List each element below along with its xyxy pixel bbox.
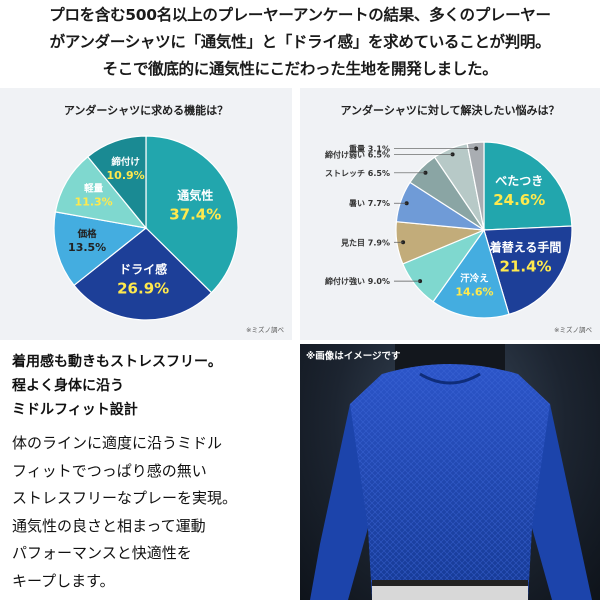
pie-slice bbox=[54, 155, 148, 229]
slice-value: 24.6% bbox=[493, 191, 545, 209]
pie-slice bbox=[86, 135, 147, 230]
right-arm bbox=[532, 404, 592, 600]
slice-value: 10.9% bbox=[107, 169, 145, 182]
survey-panel-concerns: アンダーシャツに対して解決したい悩みは？ べたつき 24.6% 着替える手間 21.4… bbox=[300, 88, 600, 340]
intro-text: プロを含む500名以上のプレーヤーアンケートの結果、多くのプレーヤー がアンダー… bbox=[0, 0, 600, 84]
pie-slice bbox=[483, 225, 573, 316]
body-line: 通気性の良さと相まって運動 bbox=[12, 516, 206, 535]
pie-slice bbox=[145, 135, 239, 294]
slice-label: ドライ感 bbox=[119, 261, 167, 276]
slice-label: 締付け bbox=[111, 156, 140, 168]
intro-line: そこで徹底的に通気性にこだわった生地を開発しました。 bbox=[102, 60, 498, 78]
left-arm bbox=[310, 404, 368, 600]
headline-line: ミドルフィット設計 bbox=[12, 402, 138, 418]
slice-label: 暑い 7.7% bbox=[348, 198, 390, 208]
source-note: ※ミズノ調べ bbox=[246, 326, 284, 334]
slice-value: 26.9% bbox=[117, 279, 169, 297]
slice-label: 着替える手間 bbox=[489, 240, 562, 255]
slice-value: 14.6% bbox=[455, 285, 493, 298]
slice-value: 37.4% bbox=[169, 205, 221, 223]
pie-slice bbox=[432, 228, 510, 319]
slice-label: 通気性 bbox=[177, 187, 213, 202]
slice-value: 21.4% bbox=[500, 258, 552, 276]
slice-label: 締付け強い 9.0% bbox=[325, 276, 390, 286]
intro-line: がアンダーシャツに「通気性」と「ドライ感」を求めていることが判明。 bbox=[49, 33, 551, 51]
pie-slice bbox=[466, 141, 485, 231]
body-line: 体のラインに適度に沿うミドル bbox=[12, 434, 223, 452]
slice-label: 価格 bbox=[77, 228, 98, 240]
image-caption: ※画像はイメージです bbox=[306, 351, 401, 362]
headline-line: 着用感も動きもストレスフリー。 bbox=[12, 354, 222, 370]
chart-title: アンダーシャツに求める機能は？ bbox=[63, 104, 229, 117]
body-line: フィットでつっぱり感の無い bbox=[12, 461, 207, 480]
feature-description: 着用感も動きもストレスフリー。 程よく身体に沿う ミドルフィット設計 体のライン… bbox=[0, 344, 292, 600]
body-line: ストレスフリーなプレーを実現。 bbox=[12, 489, 238, 507]
chart-title: アンダーシャツに対して解決したい悩みは？ bbox=[340, 104, 560, 117]
pie-slice bbox=[483, 141, 573, 231]
body-line: パフォーマンスと快適性を bbox=[12, 544, 192, 562]
slice-label: 締付け弱い 6.5% bbox=[325, 149, 390, 159]
source-note: ※ミズノ調べ bbox=[554, 326, 592, 334]
slice-label: べたつき bbox=[495, 174, 543, 188]
product-photo: ※画像はイメージです bbox=[300, 344, 600, 600]
slice-label: 重量 3.1% bbox=[349, 144, 390, 154]
slice-value: 13.5% bbox=[68, 241, 106, 254]
pie-slice bbox=[73, 227, 213, 321]
feature-body: 体のラインに適度に沿うミドル フィットでつっぱり感の無い ストレスフリーなプレー… bbox=[0, 422, 292, 595]
pie-slice bbox=[53, 211, 148, 287]
slice-value: 11.3% bbox=[75, 195, 113, 208]
headline-line: 程よく身体に沿う bbox=[12, 378, 124, 394]
body-line: キープします。 bbox=[12, 571, 115, 590]
athlete-undershirt-illustration bbox=[310, 344, 592, 600]
leader-dot bbox=[423, 170, 428, 175]
slice-label: 汗冷え bbox=[460, 272, 489, 284]
feature-headline: 着用感も動きもストレスフリー。 程よく身体に沿う ミドルフィット設計 bbox=[0, 344, 292, 422]
intro-line: プロを含む500名以上のプレーヤーアンケートの結果、多くのプレーヤー bbox=[49, 6, 551, 24]
slice-label: 軽量 bbox=[84, 182, 104, 194]
slice-label: 見た目 7.9% bbox=[340, 237, 390, 247]
survey-panel-functions: アンダーシャツに求める機能は？ 通気性 37.4% ドライ感 26.9% 価格 13.5%… bbox=[0, 88, 292, 340]
slice-label: ストレッチ 6.5% bbox=[325, 169, 390, 178]
leader-dot bbox=[418, 279, 423, 284]
